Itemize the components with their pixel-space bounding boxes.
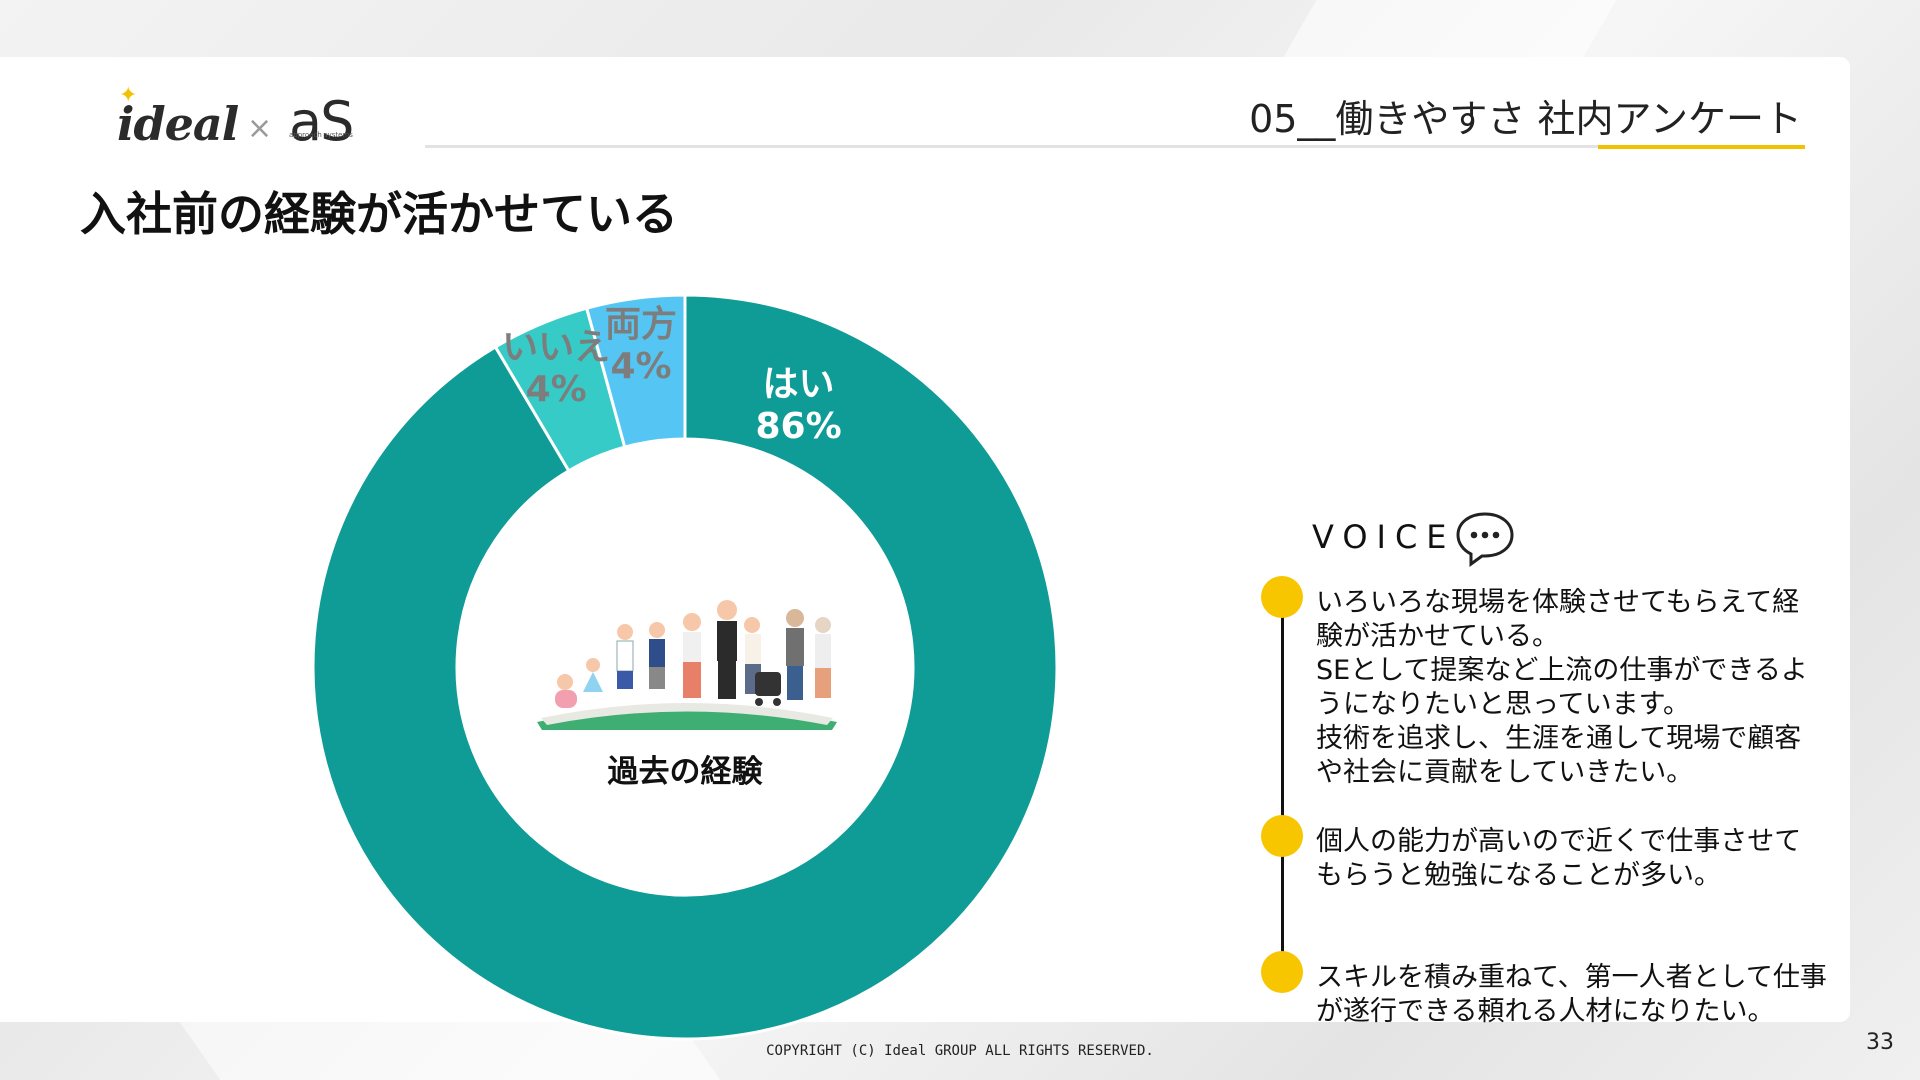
slice-label-2: いいえ	[502, 327, 610, 368]
voice-line: SEとして提案など上流の仕事ができるよ	[1316, 655, 1808, 686]
slice-label-1: はい	[763, 364, 835, 405]
voice-heading: VOICE	[1312, 518, 1456, 556]
slice-label-3: 両方	[605, 304, 677, 345]
slice-value-2: 4%	[526, 369, 587, 410]
voice-comment-1: いろいろな現場を体験させてもらえて経 験が活かせている。 SEとして提案など上流…	[1316, 586, 1856, 790]
slice-value-3: 4%	[610, 346, 671, 387]
slice-value-1: 86%	[755, 406, 841, 447]
voice-comment-2: 個人の能力が高いので近くで仕事させて もらうと勉強になることが多い。	[1316, 825, 1856, 893]
page-number: 33	[1866, 1030, 1894, 1055]
header-accent-bar	[1598, 145, 1805, 149]
page-title: 入社前の経験が活かせている	[80, 187, 678, 241]
timeline-dot	[1261, 576, 1303, 618]
timeline-dot	[1261, 951, 1303, 993]
voice-line: いろいろな現場を体験させてもらえて経	[1316, 587, 1800, 618]
logo-partner: aS	[289, 90, 354, 153]
donut-slice-3	[584, 293, 687, 449]
voice-line: が遂行できる頼れる人材になりたい。	[1316, 996, 1775, 1027]
family-illustration	[537, 600, 837, 730]
voice-comment-3: スキルを積み重ねて、第一人者として仕事 が遂行できる頼れる人材になりたい。	[1316, 961, 1856, 1029]
voice-line: 技術を追求し、生涯を通して現場で顧客	[1316, 723, 1802, 754]
speech-bubble-icon	[1456, 512, 1514, 567]
donut-slice-1	[311, 293, 1059, 1041]
logo-partner-sub: approach systems	[289, 131, 353, 139]
timeline-dot	[1261, 815, 1303, 857]
logo-ideal: ideal	[117, 97, 239, 151]
logo-separator: ×	[247, 111, 273, 146]
star-icon: ✦	[119, 83, 138, 108]
copyright: COPYRIGHT (C) Ideal GROUP ALL RIGHTS RES…	[766, 1043, 1154, 1059]
voice-line: 験が活かせている。	[1316, 621, 1559, 652]
voice-line: や社会に貢献をしていきたい。	[1316, 757, 1694, 788]
company-logo: ✦ ideal × aS approach systems	[117, 83, 377, 155]
voice-line: もらうと勉強になることが多い。	[1316, 860, 1721, 891]
voice-line: 個人の能力が高いので近くで仕事させて	[1316, 826, 1802, 857]
chart-center-label: 過去の経験	[608, 754, 764, 790]
voice-timeline	[1281, 600, 1284, 980]
section-title: 05__働きやすさ 社内アンケート	[1249, 97, 1802, 141]
voice-line: スキルを積み重ねて、第一人者として仕事	[1316, 962, 1827, 993]
voice-line: うになりたいと思っています。	[1316, 689, 1690, 720]
header-divider	[425, 145, 1805, 148]
